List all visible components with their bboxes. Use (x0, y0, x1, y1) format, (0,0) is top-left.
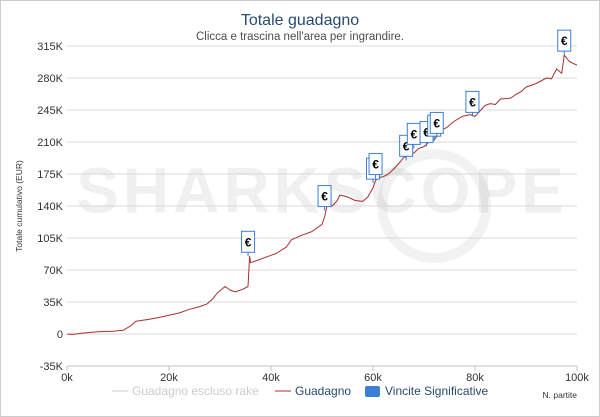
significant-wins-layer[interactable]: €€€€€€€€€€€ (241, 29, 572, 257)
legend-item[interactable]: Guadagno escluso rake (112, 384, 259, 398)
significant-win-flag[interactable]: € (557, 29, 572, 56)
chart-title: Totale guadagno (241, 12, 359, 29)
y-tick-label: 245K (37, 105, 63, 117)
legend-label: Vincite Significative (385, 384, 488, 398)
x-tick-label: 40k (262, 372, 280, 384)
y-tick-label: 70K (43, 265, 63, 277)
euro-icon: € (561, 34, 568, 48)
flag-box (368, 153, 383, 176)
y-tick-label: 315K (37, 41, 63, 53)
legend-swatch (365, 386, 380, 397)
euro-icon: € (423, 126, 430, 140)
legend-item[interactable]: Guadagno (275, 384, 351, 398)
significant-win-flag[interactable]: € (406, 122, 421, 149)
y-tick-label: 280K (37, 73, 63, 85)
significant-win-flag[interactable]: € (241, 230, 256, 257)
euro-icon: € (245, 235, 252, 249)
significant-win-flag[interactable]: € (429, 111, 444, 138)
chart-subtitle: Clicca e trascina nell'area per ingrandi… (196, 31, 404, 43)
euro-icon: € (403, 139, 410, 153)
legend-label: Guadagno (295, 384, 351, 398)
flag-box (557, 29, 572, 52)
euro-icon: € (372, 158, 379, 172)
euro-icon: € (469, 95, 476, 109)
legend-label: Guadagno escluso rake (132, 384, 259, 398)
x-tick-label: 100k (565, 372, 589, 384)
x-tick-label: 60k (364, 372, 382, 384)
plot-area[interactable]: SHARKSCOPE €€€€€€€€€€€ (66, 29, 578, 367)
y-axis: -35K 0 35K 70K 105K 140K 175K 210K 245K 280K 315K (37, 41, 63, 373)
legend-item[interactable]: Vincite Significative (365, 384, 488, 398)
x-tick-label: 20k (160, 372, 178, 384)
y-tick-label: 0 (57, 329, 63, 341)
y-tick-label: 210K (37, 137, 63, 149)
legend[interactable]: Guadagno escluso rake Guadagno Vincite Sig… (112, 384, 488, 398)
flag-box (241, 230, 256, 253)
y-tick-label: -35K (40, 361, 64, 373)
y-tick-label: 175K (37, 169, 63, 181)
x-axis: 0k 20k 40k 60k 80k 100k (61, 365, 589, 384)
euro-icon: € (410, 127, 417, 141)
x-tick-label: 80k (466, 372, 484, 384)
y-tick-label: 140K (37, 201, 63, 213)
flag-box (317, 185, 332, 208)
y-axis-label: Totale cumulativo (EUR) (14, 160, 24, 252)
flag-box (465, 90, 480, 113)
y-tick-label: 35K (43, 297, 63, 309)
x-tick-label: 0k (61, 372, 73, 384)
flag-box (429, 111, 444, 134)
guadagno-line (66, 54, 578, 335)
euro-icon: € (433, 116, 440, 130)
significant-win-flag[interactable]: € (317, 185, 332, 211)
significant-win-flag[interactable]: € (368, 153, 383, 179)
euro-icon: € (321, 190, 328, 204)
significant-win-flag[interactable]: € (465, 90, 480, 117)
series-layer (66, 54, 578, 335)
y-tick-label: 105K (37, 233, 63, 245)
x-axis-label: N. partite (543, 390, 578, 400)
